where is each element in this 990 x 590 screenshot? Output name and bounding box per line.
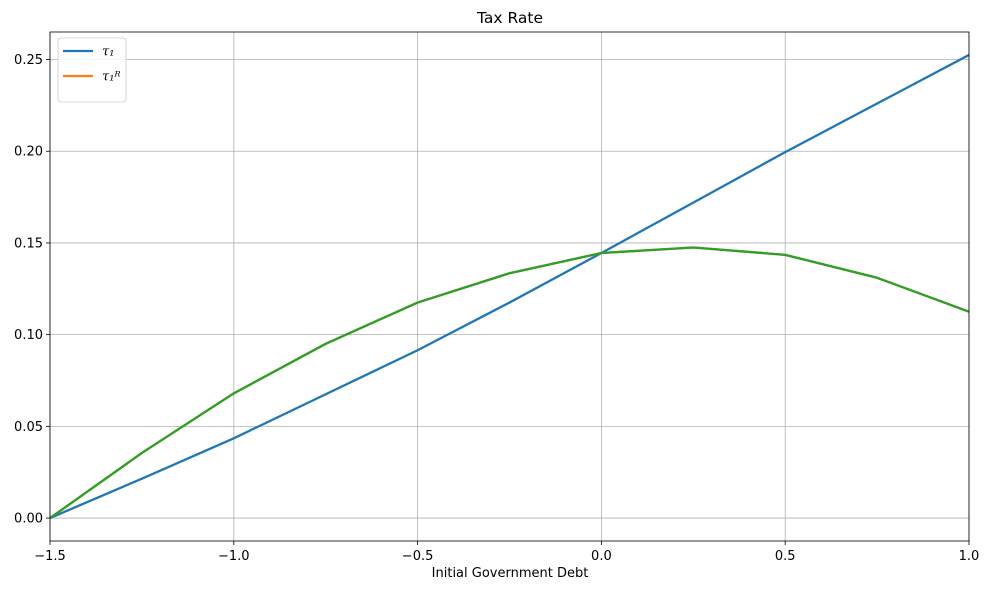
y-tick-label: 0.25	[14, 53, 43, 68]
axis-ticks: −1.5 −1.0 −0.5 0.0 0.5 1.0 0.00 0.05 0.10 0.15 0.2…	[14, 53, 979, 564]
legend-label: τ₁	[102, 45, 114, 60]
series-line-1	[49, 53, 970, 520]
x-tick-label: −1.0	[218, 549, 250, 564]
series-lines	[49, 53, 970, 520]
legend-label: τ₁ᴿ	[102, 70, 121, 85]
x-tick-label: 1.0	[959, 549, 980, 564]
x-tick-label: −0.5	[402, 549, 434, 564]
plot-frame	[49, 31, 970, 542]
x-tick-label: −1.5	[34, 549, 66, 564]
y-tick-label: 0.00	[14, 512, 43, 527]
series-line-3	[49, 246, 970, 520]
y-tick-label: 0.20	[14, 145, 43, 160]
chart-title: Tax Rate	[476, 9, 543, 27]
y-tick-label: 0.15	[14, 236, 43, 251]
legend: τ₁ τ₁ᴿ	[57, 37, 127, 103]
x-tick-label: 0.0	[591, 549, 612, 564]
legend-box	[57, 37, 127, 103]
x-tick-label: 0.5	[775, 549, 796, 564]
y-tick-label: 0.10	[14, 328, 43, 343]
x-axis-label: Initial Government Debt	[432, 566, 589, 581]
y-tick-label: 0.05	[14, 420, 43, 435]
